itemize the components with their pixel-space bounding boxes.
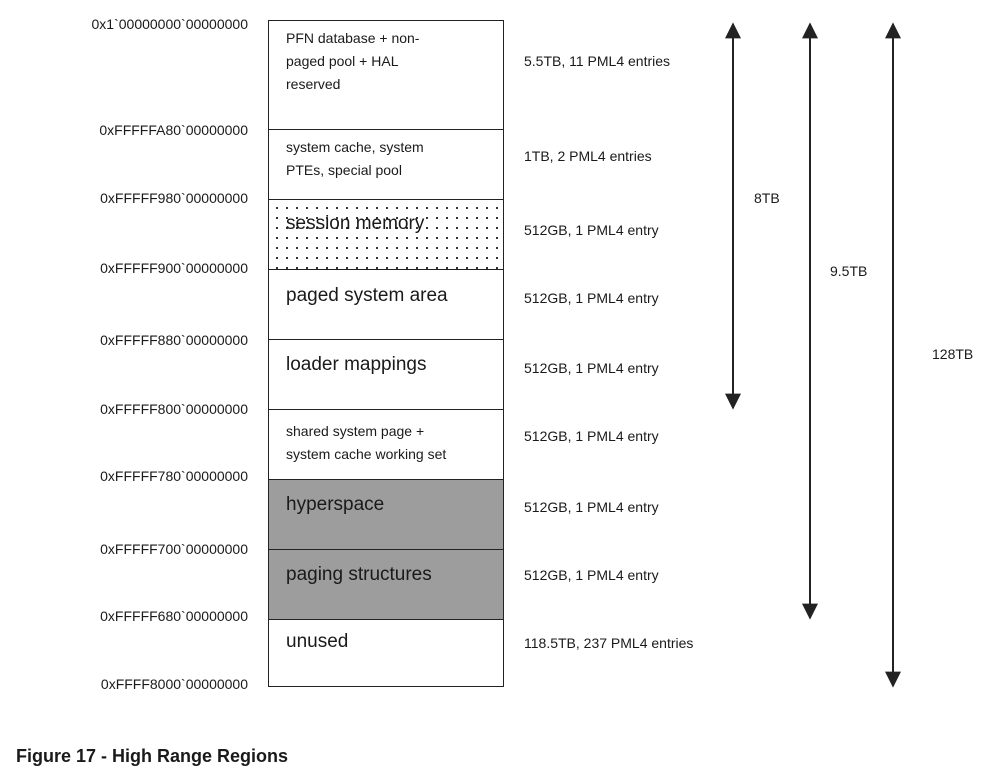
region-label: shared system page + system cache workin… (286, 423, 447, 462)
span-label-8tb: 8TB (754, 190, 780, 206)
address-label: 0xFFFFF900`00000000 (100, 260, 248, 276)
region-loader-mappings: loader mappings (268, 339, 504, 410)
region-label: session memory (286, 213, 425, 234)
span-label-128tb: 128TB (932, 346, 974, 362)
region-unused: unused (268, 619, 504, 687)
region-label: unused (286, 631, 349, 652)
region-paged-system-area: paged system area (268, 269, 504, 340)
region-label: paged system area (286, 285, 448, 306)
region-label: loader mappings (286, 354, 427, 375)
address-label: 0xFFFFFA80`00000000 (99, 122, 248, 138)
region-size-label: 512GB, 1 PML4 entry (524, 222, 659, 238)
region-shared-system-page: shared system page + system cache workin… (268, 409, 504, 480)
region-label: PFN database + non- paged pool + HAL res… (286, 30, 420, 92)
region-session-memory: session memory (268, 199, 504, 270)
region-size-label: 512GB, 1 PML4 entry (524, 428, 659, 444)
region-label: hyperspace (286, 494, 385, 515)
address-label: 0xFFFFF680`00000000 (100, 608, 248, 624)
bottom-address-label: 0xFFFF8000`00000000 (100, 676, 248, 692)
address-label: 0xFFFFF980`00000000 (100, 190, 248, 206)
region-size-label: 512GB, 1 PML4 entry (524, 360, 659, 376)
figure-caption: Figure 17 - High Range Regions (16, 746, 289, 766)
address-label: 0xFFFFF780`00000000 (100, 468, 248, 484)
region-size-label: 5.5TB, 11 PML4 entries (524, 53, 671, 69)
address-label: 0xFFFFF800`00000000 (100, 401, 248, 417)
span-label-9-5tb: 9.5TB (830, 263, 868, 279)
region-system-cache: system cache, system PTEs, special pool (268, 129, 504, 200)
address-label: 0xFFFFF880`00000000 (100, 332, 248, 348)
region-paging-structures: paging structures (268, 549, 504, 620)
region-size-label: 512GB, 1 PML4 entry (524, 290, 659, 306)
region-hyperspace: hyperspace (268, 479, 504, 550)
region-size-label: 1TB, 2 PML4 entries (524, 148, 652, 164)
region-label: system cache, system PTEs, special pool (286, 139, 424, 178)
address-label: 0x1`00000000`00000000 (91, 16, 248, 32)
address-label: 0xFFFFF700`00000000 (100, 541, 248, 557)
region-size-label: 512GB, 1 PML4 entry (524, 499, 659, 515)
region-label: paging structures (286, 564, 432, 585)
region-size-label: 118.5TB, 237 PML4 entries (524, 635, 694, 651)
region-pfn-database: PFN database + non- paged pool + HAL res… (268, 20, 504, 130)
region-size-label: 512GB, 1 PML4 entry (524, 567, 659, 583)
